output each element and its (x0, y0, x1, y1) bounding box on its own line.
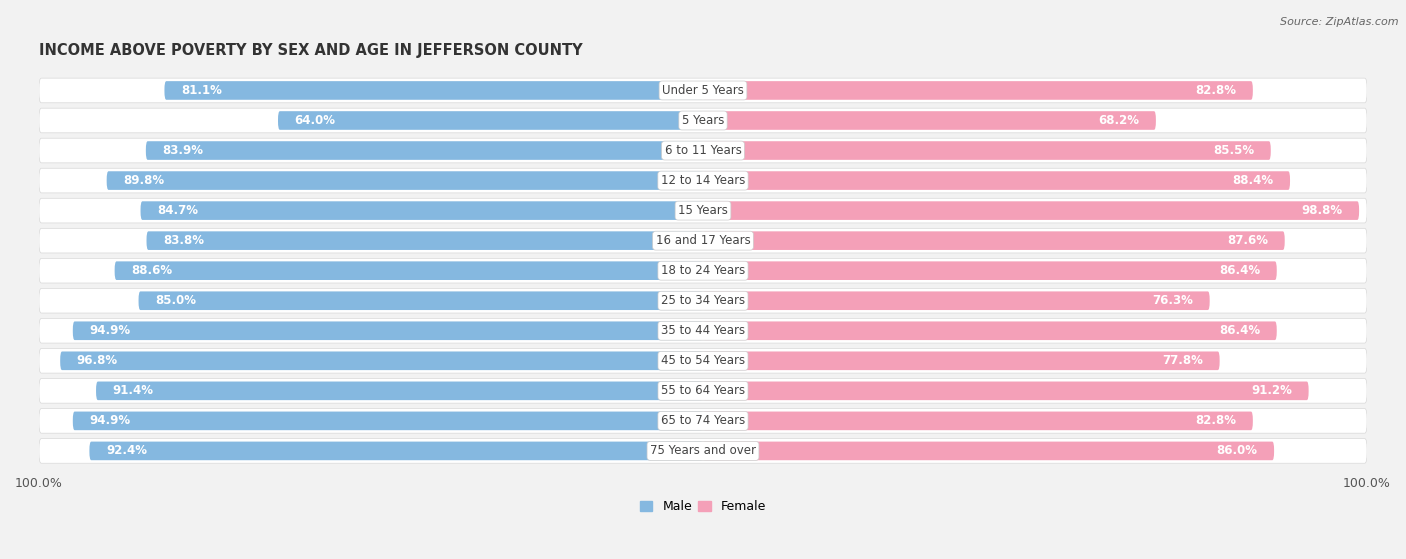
Text: 75 Years and over: 75 Years and over (650, 444, 756, 457)
FancyBboxPatch shape (39, 198, 1367, 223)
FancyBboxPatch shape (703, 171, 1291, 190)
FancyBboxPatch shape (73, 321, 703, 340)
Text: 85.5%: 85.5% (1213, 144, 1254, 157)
Text: 86.4%: 86.4% (1219, 264, 1260, 277)
Text: 12 to 14 Years: 12 to 14 Years (661, 174, 745, 187)
Text: 65 to 74 Years: 65 to 74 Years (661, 414, 745, 428)
Text: 86.0%: 86.0% (1216, 444, 1257, 457)
Text: 5 Years: 5 Years (682, 114, 724, 127)
FancyBboxPatch shape (90, 442, 703, 460)
Text: 81.1%: 81.1% (181, 84, 222, 97)
FancyBboxPatch shape (96, 382, 703, 400)
Text: 98.8%: 98.8% (1302, 204, 1343, 217)
Text: 76.3%: 76.3% (1152, 294, 1194, 307)
FancyBboxPatch shape (39, 228, 1367, 253)
Text: 92.4%: 92.4% (105, 444, 148, 457)
Text: 77.8%: 77.8% (1163, 354, 1204, 367)
FancyBboxPatch shape (703, 291, 1209, 310)
Text: 84.7%: 84.7% (157, 204, 198, 217)
FancyBboxPatch shape (73, 411, 703, 430)
FancyBboxPatch shape (141, 201, 703, 220)
Text: 85.0%: 85.0% (155, 294, 197, 307)
Text: 55 to 64 Years: 55 to 64 Years (661, 385, 745, 397)
FancyBboxPatch shape (703, 201, 1360, 220)
FancyBboxPatch shape (115, 262, 703, 280)
Text: Under 5 Years: Under 5 Years (662, 84, 744, 97)
Text: 87.6%: 87.6% (1227, 234, 1268, 247)
FancyBboxPatch shape (703, 231, 1285, 250)
FancyBboxPatch shape (39, 138, 1367, 163)
FancyBboxPatch shape (39, 288, 1367, 313)
FancyBboxPatch shape (39, 319, 1367, 343)
Text: 94.9%: 94.9% (90, 324, 131, 337)
FancyBboxPatch shape (703, 442, 1274, 460)
FancyBboxPatch shape (39, 378, 1367, 403)
FancyBboxPatch shape (146, 231, 703, 250)
Text: 88.6%: 88.6% (131, 264, 173, 277)
Text: 86.4%: 86.4% (1219, 324, 1260, 337)
Text: 89.8%: 89.8% (124, 174, 165, 187)
FancyBboxPatch shape (165, 81, 703, 100)
FancyBboxPatch shape (703, 411, 1253, 430)
Text: 94.9%: 94.9% (90, 414, 131, 428)
Text: 82.8%: 82.8% (1195, 414, 1236, 428)
Legend: Male, Female: Male, Female (636, 495, 770, 518)
FancyBboxPatch shape (39, 168, 1367, 193)
Text: 6 to 11 Years: 6 to 11 Years (665, 144, 741, 157)
FancyBboxPatch shape (39, 258, 1367, 283)
Text: INCOME ABOVE POVERTY BY SEX AND AGE IN JEFFERSON COUNTY: INCOME ABOVE POVERTY BY SEX AND AGE IN J… (39, 43, 582, 58)
Text: 45 to 54 Years: 45 to 54 Years (661, 354, 745, 367)
FancyBboxPatch shape (703, 111, 1156, 130)
Text: 82.8%: 82.8% (1195, 84, 1236, 97)
Text: 91.2%: 91.2% (1251, 385, 1292, 397)
FancyBboxPatch shape (703, 321, 1277, 340)
FancyBboxPatch shape (703, 352, 1219, 370)
Text: 16 and 17 Years: 16 and 17 Years (655, 234, 751, 247)
FancyBboxPatch shape (107, 171, 703, 190)
FancyBboxPatch shape (39, 409, 1367, 433)
FancyBboxPatch shape (39, 78, 1367, 103)
FancyBboxPatch shape (703, 382, 1309, 400)
FancyBboxPatch shape (39, 108, 1367, 133)
Text: 35 to 44 Years: 35 to 44 Years (661, 324, 745, 337)
Text: 88.4%: 88.4% (1232, 174, 1274, 187)
Text: 83.8%: 83.8% (163, 234, 204, 247)
FancyBboxPatch shape (703, 81, 1253, 100)
FancyBboxPatch shape (703, 141, 1271, 160)
FancyBboxPatch shape (146, 141, 703, 160)
Text: 83.9%: 83.9% (163, 144, 204, 157)
FancyBboxPatch shape (39, 439, 1367, 463)
Text: 68.2%: 68.2% (1098, 114, 1139, 127)
Text: 25 to 34 Years: 25 to 34 Years (661, 294, 745, 307)
Text: 18 to 24 Years: 18 to 24 Years (661, 264, 745, 277)
Text: Source: ZipAtlas.com: Source: ZipAtlas.com (1281, 17, 1399, 27)
FancyBboxPatch shape (278, 111, 703, 130)
Text: 15 Years: 15 Years (678, 204, 728, 217)
Text: 91.4%: 91.4% (112, 385, 153, 397)
FancyBboxPatch shape (60, 352, 703, 370)
Text: 64.0%: 64.0% (295, 114, 336, 127)
FancyBboxPatch shape (39, 348, 1367, 373)
FancyBboxPatch shape (139, 291, 703, 310)
Text: 96.8%: 96.8% (77, 354, 118, 367)
FancyBboxPatch shape (703, 262, 1277, 280)
